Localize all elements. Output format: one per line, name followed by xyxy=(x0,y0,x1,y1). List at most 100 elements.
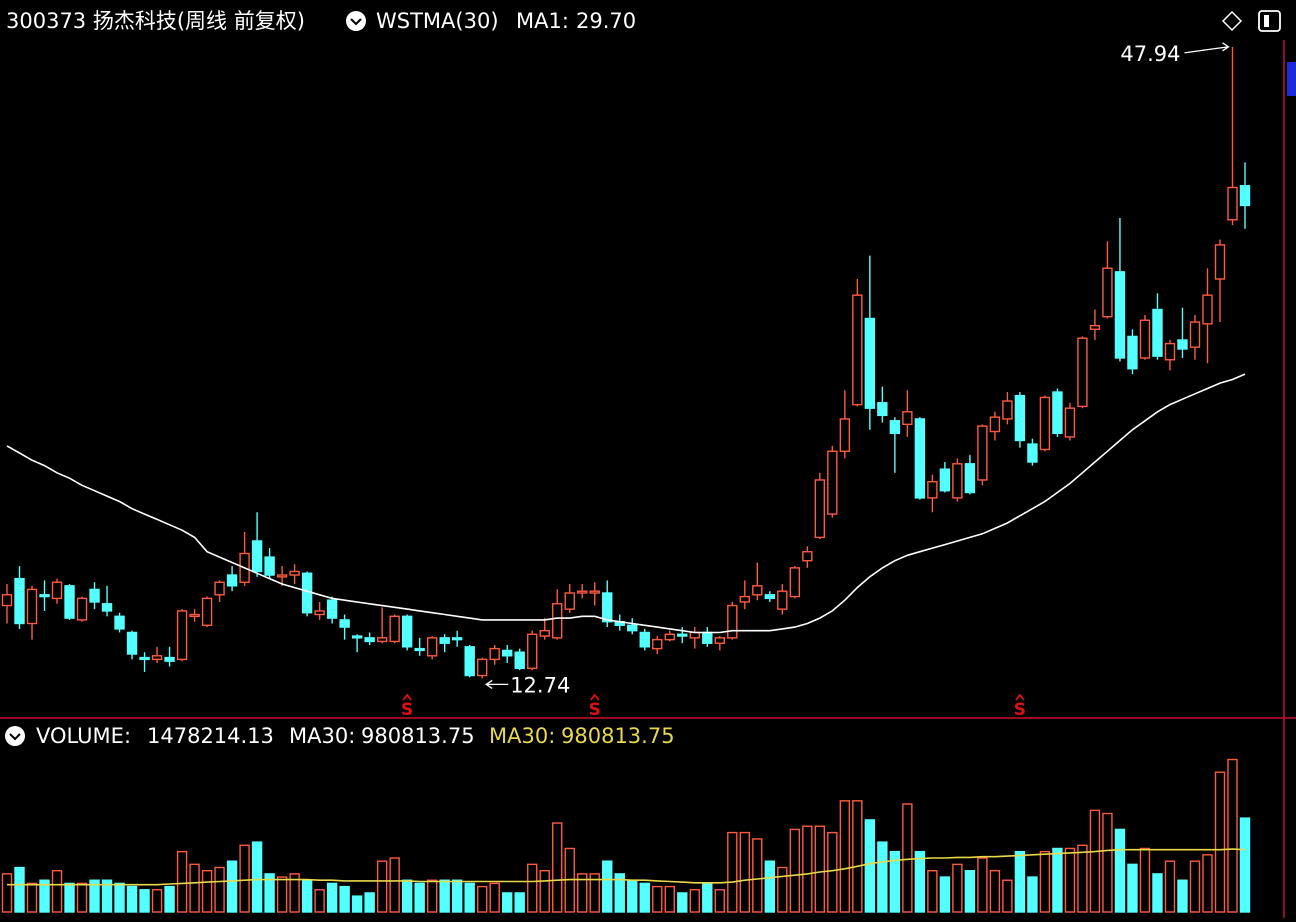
volume-bar xyxy=(802,825,813,913)
candle-body xyxy=(677,633,688,637)
volume-bar xyxy=(677,892,688,913)
candle-body xyxy=(464,646,475,677)
signal-caret xyxy=(1015,693,1025,701)
volume-bar xyxy=(1239,817,1251,913)
candle-body xyxy=(1064,407,1076,438)
volume-bar xyxy=(201,870,213,913)
volume-bar xyxy=(914,850,926,913)
volume-bar xyxy=(827,831,838,913)
candle-body xyxy=(201,597,213,626)
candle-body xyxy=(64,585,75,619)
volume-bar xyxy=(126,885,138,913)
signal-label: S xyxy=(401,700,413,720)
volume-bar xyxy=(1202,854,1213,913)
volume-bar xyxy=(864,819,876,913)
window-button[interactable] xyxy=(1258,10,1281,32)
volume-bar xyxy=(251,841,263,913)
ma-value: 29.70 xyxy=(576,9,636,33)
volume-bar xyxy=(476,885,488,913)
max-label: 47.94 xyxy=(1120,42,1180,66)
candle-body xyxy=(1177,339,1188,350)
diamond-button[interactable] xyxy=(1221,10,1243,32)
candle-body xyxy=(26,588,38,625)
candle-body xyxy=(314,610,325,616)
volume-bar xyxy=(764,860,776,913)
volume-bar xyxy=(652,885,663,913)
dropdown-icon[interactable] xyxy=(5,726,25,746)
candle-body xyxy=(564,592,575,610)
candle-body xyxy=(114,615,125,630)
candle-body xyxy=(1152,308,1163,357)
candle-body xyxy=(589,590,600,594)
candle-body xyxy=(977,425,988,481)
volume-bar xyxy=(464,882,475,913)
dropdown-chevron xyxy=(350,18,362,26)
volume-bar xyxy=(401,879,413,913)
candle-body xyxy=(552,603,563,639)
volume-bar xyxy=(1102,812,1113,913)
volume-bar xyxy=(264,873,275,913)
candle-body xyxy=(777,590,788,610)
volume-bar xyxy=(964,870,976,913)
candle-body xyxy=(602,592,613,623)
candle-body xyxy=(952,463,963,499)
volume-bar xyxy=(739,831,750,913)
candle-body xyxy=(426,637,438,657)
ma-name: MA1: xyxy=(516,9,569,33)
volume-bar xyxy=(164,885,175,913)
candle-body xyxy=(1189,321,1201,348)
volume-bar xyxy=(101,879,113,913)
candle-body xyxy=(664,633,675,641)
candle-body xyxy=(364,637,375,643)
candle-body xyxy=(51,581,63,600)
candle-body xyxy=(814,479,826,539)
volume-bar xyxy=(214,866,225,913)
chart-title: 300373 扬杰科技(周线 前复权) xyxy=(6,9,305,33)
volume-bar xyxy=(552,822,563,913)
volume-bar xyxy=(364,892,375,913)
candle-body xyxy=(1214,244,1226,280)
candle-body xyxy=(326,599,338,619)
volume-bar xyxy=(426,879,438,913)
candle-body xyxy=(264,556,275,576)
candle-body xyxy=(1052,391,1063,435)
candle-body xyxy=(1227,186,1238,221)
signal-caret xyxy=(402,693,412,701)
volume-bar xyxy=(489,882,500,913)
volume-bar xyxy=(989,870,1001,913)
candle-body xyxy=(914,418,926,499)
volume-bar xyxy=(226,860,238,913)
candle-body xyxy=(852,294,863,406)
volume-bar xyxy=(1,873,13,913)
volume-ma-line xyxy=(7,848,1246,886)
volume-bar xyxy=(777,866,788,913)
volume-bar xyxy=(1114,828,1126,913)
candle-body xyxy=(639,631,650,648)
candle-body xyxy=(764,594,776,600)
volume-ma-value: 980813.75 xyxy=(361,724,475,748)
dropdown-icon[interactable] xyxy=(346,11,366,31)
volume-bar xyxy=(514,892,525,913)
candle-body xyxy=(864,317,876,409)
candle-body xyxy=(739,595,750,603)
candle-body xyxy=(827,450,838,515)
candle-body xyxy=(401,615,413,648)
candle-body xyxy=(577,590,588,594)
candle-body xyxy=(289,570,300,576)
candle-body xyxy=(1102,267,1113,318)
max-arrow xyxy=(1184,42,1230,54)
candle-body xyxy=(877,402,888,417)
candle-body xyxy=(451,637,463,641)
volume-bar xyxy=(1127,863,1138,913)
volume-bar xyxy=(64,882,75,913)
volume-bar xyxy=(877,841,888,913)
candle-body xyxy=(89,588,100,603)
volume-bar xyxy=(114,882,125,913)
candle-body xyxy=(301,572,313,614)
candle-body xyxy=(189,613,200,618)
volume-bar xyxy=(639,882,650,913)
volume-bar xyxy=(939,876,951,913)
volume-bar xyxy=(527,863,538,913)
candle-body xyxy=(939,468,951,492)
volume-bar xyxy=(1064,847,1076,913)
